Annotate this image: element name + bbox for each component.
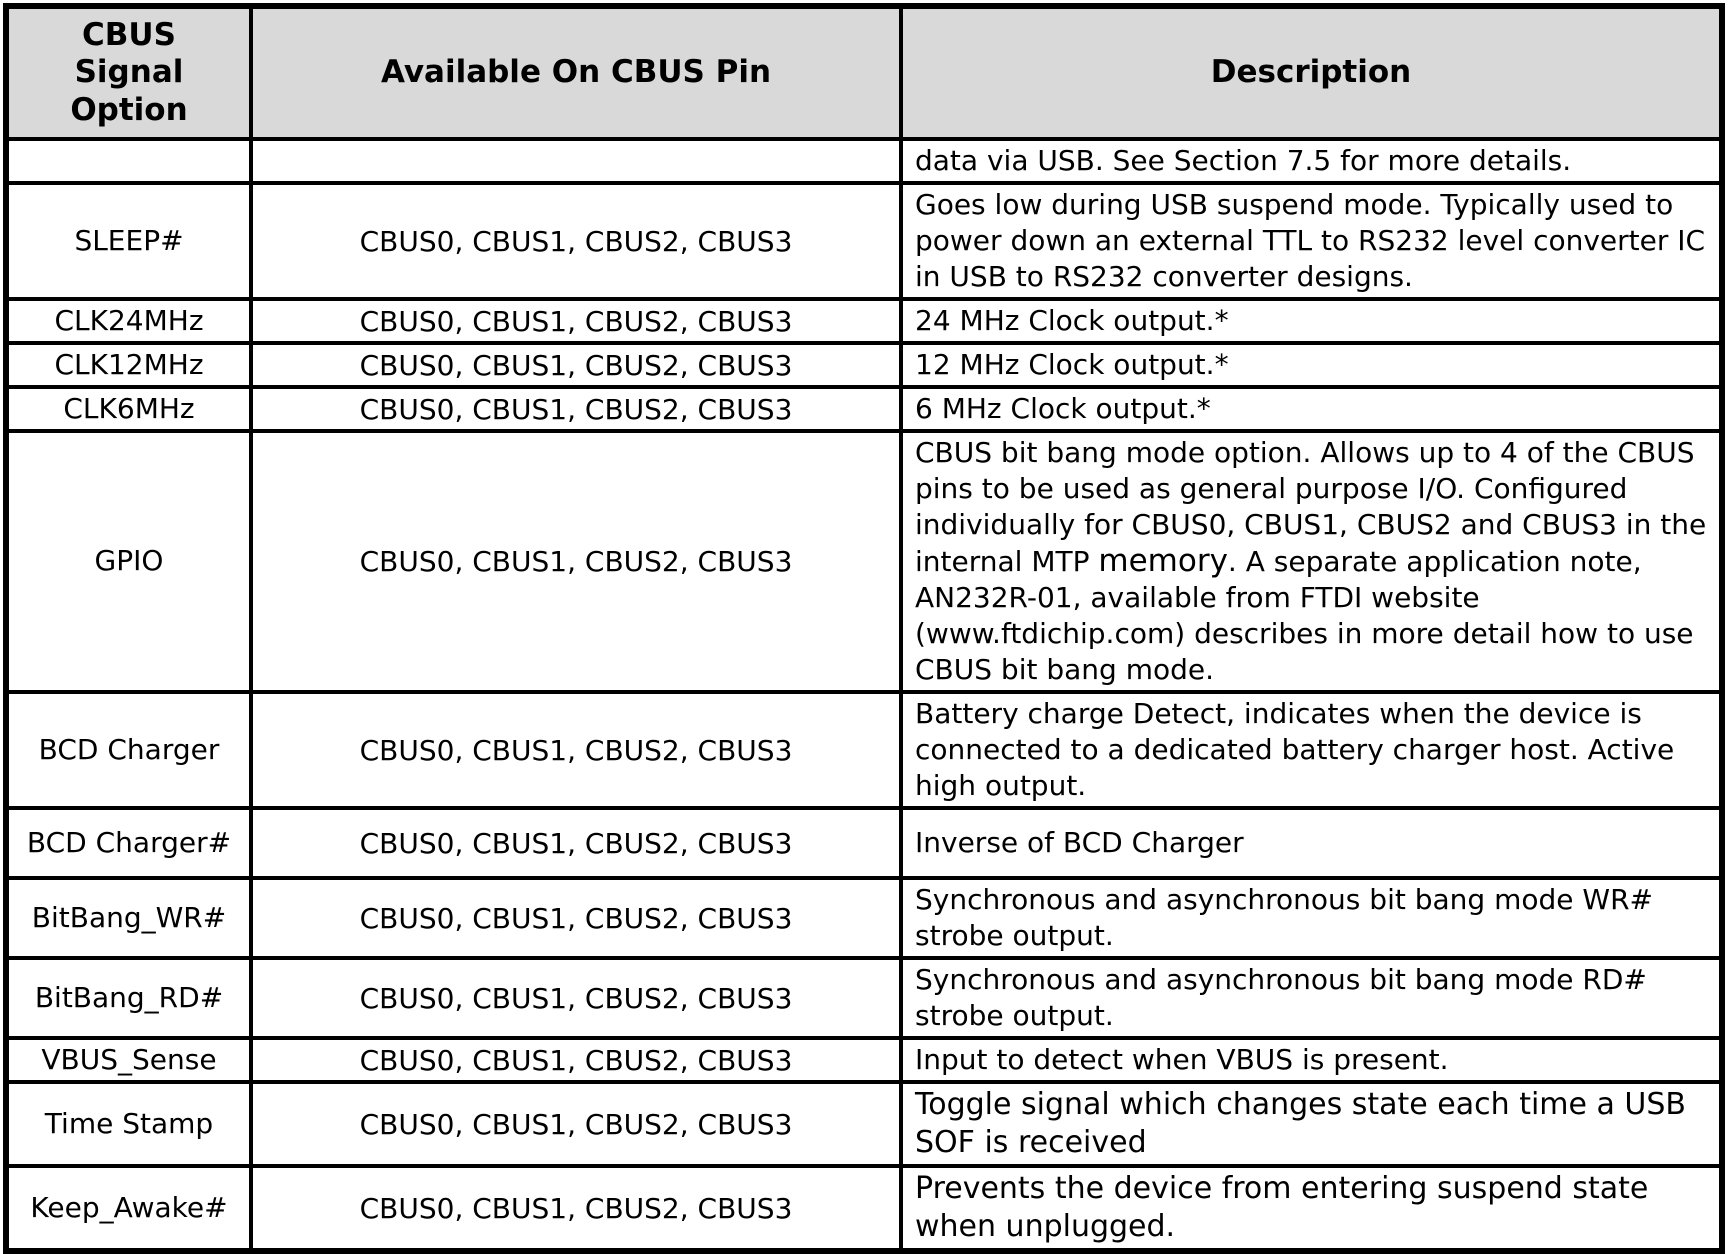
cell-pins: CBUS0, CBUS1, CBUS2, CBUS3	[249, 341, 903, 389]
cell-pins: CBUS0, CBUS1, CBUS2, CBUS3	[249, 1164, 903, 1253]
cell-signal: Keep_Awake#	[4, 1164, 253, 1253]
table-row: BitBang_WR# CBUS0, CBUS1, CBUS2, CBUS3 S…	[4, 876, 1724, 960]
table-row: data via USB. See Section 7.5 for more d…	[4, 137, 1724, 185]
description-text-part: CBUS bit bang mode option. Allows up to …	[915, 436, 1707, 578]
cell-pins: CBUS0, CBUS1, CBUS2, CBUS3	[249, 1080, 903, 1168]
table-header-row: CBUS Signal Option Available On CBUS Pin…	[4, 4, 1724, 141]
cell-signal: CLK24MHz	[4, 297, 253, 345]
table-row: SLEEP# CBUS0, CBUS1, CBUS2, CBUS3 Goes l…	[4, 181, 1724, 301]
table-row: GPIO CBUS0, CBUS1, CBUS2, CBUS3 CBUS bit…	[4, 429, 1724, 694]
table-row: VBUS_Sense CBUS0, CBUS1, CBUS2, CBUS3 In…	[4, 1036, 1724, 1084]
cell-pins: CBUS0, CBUS1, CBUS2, CBUS3	[249, 385, 903, 433]
cell-description: Battery charge Detect, indicates when th…	[899, 690, 1724, 810]
cell-signal: BitBang_RD#	[4, 956, 253, 1040]
col-header-cbus-signal-option: CBUS Signal Option	[4, 4, 253, 141]
cell-pins: CBUS0, CBUS1, CBUS2, CBUS3	[249, 806, 903, 880]
cell-pins: CBUS0, CBUS1, CBUS2, CBUS3	[249, 690, 903, 810]
cell-description: CBUS bit bang mode option. Allows up to …	[899, 429, 1724, 694]
datasheet-page: CBUS Signal Option Available On CBUS Pin…	[0, 3, 1730, 1254]
cell-pins: CBUS0, CBUS1, CBUS2, CBUS3	[249, 181, 903, 301]
cell-description: data via USB. See Section 7.5 for more d…	[899, 137, 1724, 185]
cell-signal: CLK6MHz	[4, 385, 253, 433]
cell-pins: CBUS0, CBUS1, CBUS2, CBUS3	[249, 956, 903, 1040]
table-row: Time Stamp CBUS0, CBUS1, CBUS2, CBUS3 To…	[4, 1080, 1724, 1168]
cell-signal: CLK12MHz	[4, 341, 253, 389]
cell-signal: BitBang_WR#	[4, 876, 253, 960]
cell-pins: CBUS0, CBUS1, CBUS2, CBUS3	[249, 297, 903, 345]
cell-signal: BCD Charger	[4, 690, 253, 810]
table-row: BitBang_RD# CBUS0, CBUS1, CBUS2, CBUS3 S…	[4, 956, 1724, 1040]
description-text-memory: memory	[1098, 543, 1228, 579]
cbus-signal-options-table: CBUS Signal Option Available On CBUS Pin…	[3, 3, 1725, 1254]
cell-signal: GPIO	[4, 429, 253, 694]
cell-description: 6 MHz Clock output.*	[899, 385, 1724, 433]
cell-pins: CBUS0, CBUS1, CBUS2, CBUS3	[249, 429, 903, 694]
cell-signal	[4, 137, 253, 185]
cell-pins	[249, 137, 903, 185]
table-row: Keep_Awake# CBUS0, CBUS1, CBUS2, CBUS3 P…	[4, 1164, 1724, 1253]
cell-description: Toggle signal which changes state each t…	[899, 1080, 1724, 1168]
cell-description: Synchronous and asynchronous bit bang mo…	[899, 956, 1724, 1040]
col-header-available-on-cbus-pin: Available On CBUS Pin	[249, 4, 903, 141]
cell-pins: CBUS0, CBUS1, CBUS2, CBUS3	[249, 876, 903, 960]
cell-signal: Time Stamp	[4, 1080, 253, 1168]
cell-signal: BCD Charger#	[4, 806, 253, 880]
table-row: BCD Charger CBUS0, CBUS1, CBUS2, CBUS3 B…	[4, 690, 1724, 810]
table-row: CLK12MHz CBUS0, CBUS1, CBUS2, CBUS3 12 M…	[4, 341, 1724, 389]
table-row: CLK24MHz CBUS0, CBUS1, CBUS2, CBUS3 24 M…	[4, 297, 1724, 345]
cell-signal: SLEEP#	[4, 181, 253, 301]
cell-description: Inverse of BCD Charger	[899, 806, 1724, 880]
col-header-description: Description	[899, 4, 1724, 141]
cell-description: 24 MHz Clock output.*	[899, 297, 1724, 345]
cell-signal: VBUS_Sense	[4, 1036, 253, 1084]
table-row: BCD Charger# CBUS0, CBUS1, CBUS2, CBUS3 …	[4, 806, 1724, 880]
cell-description: Goes low during USB suspend mode. Typica…	[899, 181, 1724, 301]
cell-description: Prevents the device from entering suspen…	[899, 1164, 1724, 1253]
cell-description: Input to detect when VBUS is present.	[899, 1036, 1724, 1084]
cell-description: Synchronous and asynchronous bit bang mo…	[899, 876, 1724, 960]
description-text-part: . A separate application note, AN232R-01…	[915, 545, 1694, 686]
table-row: CLK6MHz CBUS0, CBUS1, CBUS2, CBUS3 6 MHz…	[4, 385, 1724, 433]
cell-description: 12 MHz Clock output.*	[899, 341, 1724, 389]
cell-pins: CBUS0, CBUS1, CBUS2, CBUS3	[249, 1036, 903, 1084]
